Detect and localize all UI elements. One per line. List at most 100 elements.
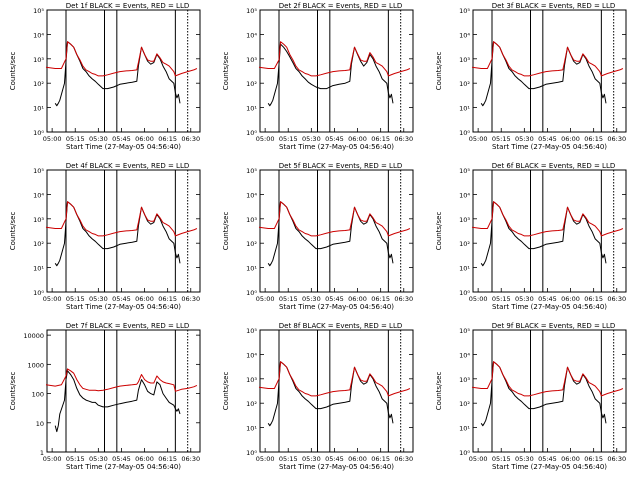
x-tick-label: 05:45 [538, 135, 557, 143]
detector-panel: Det 1f BLACK = Events, RED = LLD 10⁰ 10¹ 10… [0, 0, 213, 160]
y-tick-label: 10⁴ [459, 351, 470, 359]
x-tick-label: 06:00 [135, 295, 154, 303]
y-tick-label: 10³ [246, 216, 257, 224]
y-tick-label: 10⁵ [459, 167, 470, 175]
x-axis-label: Start Time (27-May-05 04:56:40) [66, 463, 181, 471]
plot-frame [46, 329, 201, 453]
x-tick-label: 06:30 [181, 455, 200, 463]
events-series-line [54, 41, 181, 107]
x-tick-label: 06:00 [135, 135, 154, 143]
y-tick-label: 10² [459, 80, 470, 88]
events-series-line [480, 41, 607, 107]
y-axis-label: Counts/sec [435, 52, 443, 91]
events-series-line [267, 361, 394, 427]
plot-frame [472, 9, 627, 133]
x-tick-label: 06:15 [158, 295, 177, 303]
events-series-line [54, 201, 181, 267]
y-tick-label: 10⁴ [246, 351, 257, 359]
y-tick-label: 100 [32, 391, 44, 399]
chart-title: Det 8f BLACK = Events, RED = LLD [279, 322, 402, 330]
lld-series-line [258, 201, 411, 237]
x-tick-label: 05:30 [89, 455, 108, 463]
chart-title: Det 4f BLACK = Events, RED = LLD [66, 162, 189, 170]
y-tick-label: 10⁴ [459, 31, 470, 39]
x-tick-label: 05:15 [492, 455, 511, 463]
chart-svg: Det 8f BLACK = Events, RED = LLD 10⁰ 10¹ 10… [222, 322, 414, 471]
y-tick-label: 10² [33, 80, 44, 88]
plot-frame [259, 9, 414, 133]
events-series-line [267, 201, 394, 267]
x-axis-label: Start Time (27-May-05 04:56:40) [279, 143, 394, 151]
chart-svg: Det 1f BLACK = Events, RED = LLD 10⁰ 10¹ 10… [9, 2, 201, 151]
detector-panel: Det 8f BLACK = Events, RED = LLD 10⁰ 10¹ 10… [213, 320, 426, 480]
x-tick-label: 05:00 [256, 135, 275, 143]
x-axis-label: Start Time (27-May-05 04:56:40) [66, 143, 181, 151]
y-tick-label: 10² [246, 80, 257, 88]
x-tick-label: 06:30 [181, 295, 200, 303]
x-tick-label: 05:30 [302, 295, 321, 303]
y-axis-label: Counts/sec [222, 52, 230, 91]
detector-panel: Det 3f BLACK = Events, RED = LLD 10⁰ 10¹ 10… [426, 0, 639, 160]
y-axis-label: Counts/sec [9, 52, 17, 91]
y-tick-label: 10² [459, 240, 470, 248]
x-tick-label: 05:15 [279, 455, 298, 463]
y-tick-label: 10⁵ [246, 167, 257, 175]
y-tick-label: 1000 [27, 361, 44, 369]
x-tick-label: 05:00 [469, 295, 488, 303]
x-tick-label: 06:15 [584, 135, 603, 143]
y-axis-label: Counts/sec [222, 372, 230, 411]
x-tick-label: 05:00 [43, 455, 62, 463]
x-tick-label: 06:30 [181, 135, 200, 143]
y-tick-label: 10¹ [33, 105, 44, 113]
y-tick-label: 10⁰ [246, 129, 257, 137]
x-tick-label: 06:15 [158, 455, 177, 463]
x-tick-label: 06:00 [561, 295, 580, 303]
x-tick-label: 05:00 [469, 135, 488, 143]
x-tick-label: 05:45 [538, 455, 557, 463]
y-tick-label: 10⁵ [246, 7, 257, 15]
x-tick-label: 06:00 [348, 455, 367, 463]
chart-svg: Det 9f BLACK = Events, RED = LLD 10⁰ 10¹ 10… [435, 322, 627, 471]
y-tick-label: 1 [40, 449, 44, 457]
events-series-line [480, 361, 607, 427]
x-tick-label: 06:00 [561, 455, 580, 463]
x-tick-label: 06:00 [135, 455, 154, 463]
chart-title: Det 2f BLACK = Events, RED = LLD [279, 2, 402, 10]
lld-series-line [258, 41, 411, 77]
chart-svg: Det 4f BLACK = Events, RED = LLD 10⁰ 10¹ 10… [9, 162, 201, 311]
chart-svg: Det 3f BLACK = Events, RED = LLD 10⁰ 10¹ 10… [435, 2, 627, 151]
x-tick-label: 05:15 [279, 295, 298, 303]
lld-series-line [471, 361, 624, 397]
y-tick-label: 10⁵ [33, 167, 44, 175]
y-axis-label: Counts/sec [222, 212, 230, 251]
y-tick-label: 10¹ [459, 265, 470, 273]
lld-series-line [45, 201, 198, 237]
y-tick-label: 10³ [33, 216, 44, 224]
y-tick-label: 10¹ [459, 425, 470, 433]
chart-svg: Det 6f BLACK = Events, RED = LLD 10⁰ 10¹ 10… [435, 162, 627, 311]
chart-title: Det 3f BLACK = Events, RED = LLD [492, 2, 615, 10]
x-tick-label: 06:30 [394, 455, 413, 463]
y-tick-label: 10⁰ [246, 449, 257, 457]
events-series-line [54, 370, 181, 433]
y-tick-label: 10⁰ [459, 129, 470, 137]
x-tick-label: 05:00 [43, 295, 62, 303]
chart-title: Det 6f BLACK = Events, RED = LLD [492, 162, 615, 170]
x-tick-label: 05:00 [256, 295, 275, 303]
y-tick-label: 10⁵ [459, 7, 470, 15]
x-tick-label: 06:30 [394, 135, 413, 143]
y-axis-label: Counts/sec [9, 212, 17, 251]
plot-frame [259, 169, 414, 293]
chart-title: Det 5f BLACK = Events, RED = LLD [279, 162, 402, 170]
x-tick-label: 06:15 [371, 455, 390, 463]
x-tick-label: 05:15 [492, 295, 511, 303]
x-tick-label: 06:00 [348, 135, 367, 143]
chart-title: Det 9f BLACK = Events, RED = LLD [492, 322, 615, 330]
x-tick-label: 05:15 [66, 295, 85, 303]
y-tick-label: 10² [33, 240, 44, 248]
y-tick-label: 10¹ [459, 105, 470, 113]
x-tick-label: 06:30 [394, 295, 413, 303]
x-axis-label: Start Time (27-May-05 04:56:40) [279, 463, 394, 471]
lld-series-line [471, 201, 624, 237]
plot-frame [472, 169, 627, 293]
